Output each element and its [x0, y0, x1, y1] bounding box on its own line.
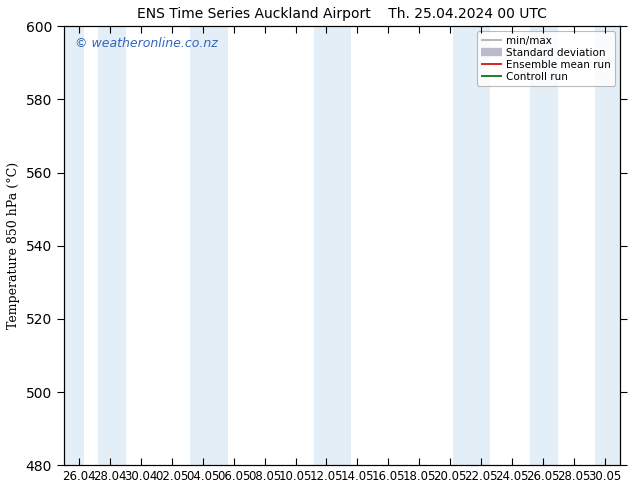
Bar	[314, 26, 351, 465]
Bar	[595, 26, 620, 465]
Bar	[63, 26, 84, 465]
Title: ENS Time Series Auckland Airport    Th. 25.04.2024 00 UTC: ENS Time Series Auckland Airport Th. 25.…	[137, 7, 547, 21]
Bar	[453, 26, 490, 465]
Text: © weatheronline.co.nz: © weatheronline.co.nz	[75, 37, 217, 50]
Bar	[98, 26, 126, 465]
Y-axis label: Temperature 850 hPa (°C): Temperature 850 hPa (°C)	[7, 162, 20, 329]
Bar	[531, 26, 559, 465]
Legend: min/max, Standard deviation, Ensemble mean run, Controll run: min/max, Standard deviation, Ensemble me…	[477, 31, 615, 86]
Bar	[190, 26, 228, 465]
